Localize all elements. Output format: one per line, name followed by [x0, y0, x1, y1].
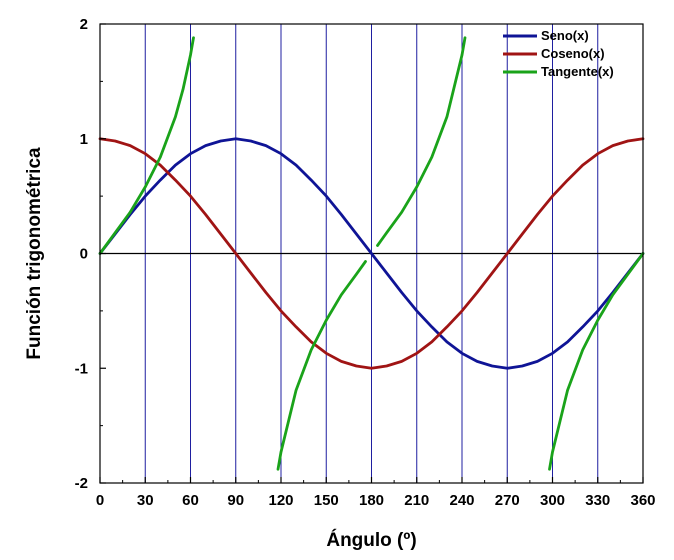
series-group [98, 36, 645, 471]
x-tick-label: 300 [540, 492, 565, 509]
series-line-2-seg-3 [548, 252, 645, 471]
x-tick-label: 90 [227, 492, 244, 509]
x-tick-label: 120 [268, 492, 293, 509]
x-tick-label: 270 [495, 492, 520, 509]
x-axis-title: Ángulo (º) [326, 529, 416, 551]
y-tick-label: -2 [75, 475, 88, 492]
x-tick-label: 180 [359, 492, 384, 509]
series-line-0-seg-0 [98, 137, 645, 370]
x-tick-labels: 0 30 60 90 120 150 180 210 240 270 300 330 360 [96, 492, 656, 509]
x-tick-label: 210 [404, 492, 429, 509]
x-tick-label: 240 [449, 492, 474, 509]
y-tick-label: -1 [75, 360, 88, 377]
x-tick-label: 30 [137, 492, 154, 509]
x-tick-label: 60 [182, 492, 199, 509]
series-line-1-seg-0 [98, 137, 645, 370]
legend-label-0: Seno(x) [541, 28, 589, 43]
legend-label-1: Coseno(x) [541, 46, 605, 61]
x-tick-label: 150 [314, 492, 339, 509]
y-tick-label: 0 [80, 246, 88, 263]
y-tick-label: 2 [80, 16, 88, 33]
x-tick-label: 360 [630, 492, 655, 509]
y-tick-label: 1 [80, 131, 88, 148]
series-line-2-seg-0 [98, 36, 195, 255]
y-axis-title: Función trigonométrica [24, 147, 45, 360]
x-tick-label: 330 [585, 492, 610, 509]
tick-marks [99, 23, 644, 484]
y-tick-labels: 2 1 0 -1 -2 [75, 16, 88, 492]
series-line-2-seg-1 [276, 260, 367, 471]
legend: Seno(x) Coseno(x) Tangente(x) [503, 28, 614, 79]
x-tick-label: 0 [96, 492, 104, 509]
legend-label-2: Tangente(x) [541, 64, 614, 79]
series-line-2-seg-2 [376, 36, 467, 247]
